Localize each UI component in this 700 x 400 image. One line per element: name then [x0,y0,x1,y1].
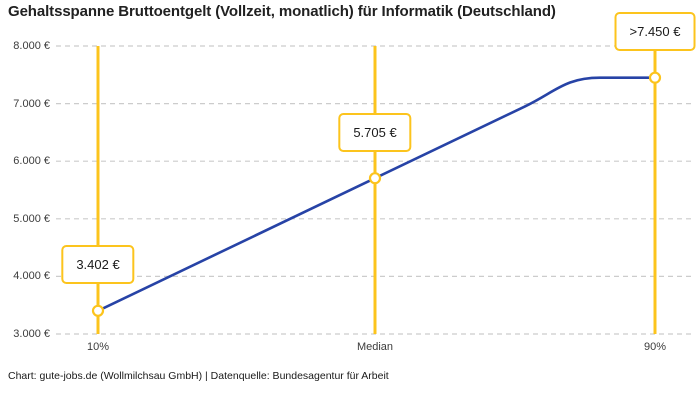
value-label-median: 5.705 € [338,113,412,152]
x-axis-label-90%: 90% [643,341,667,353]
y-axis-label: 3.000 € [13,328,50,340]
value-label-90%: >7.450 € [614,12,696,51]
salary-line [96,76,657,313]
y-axis-label: 4.000 € [13,270,50,283]
y-axis-label: 7.000 € [13,97,50,110]
chart-footer: Chart: gute-jobs.de (Wollmilchsau GmbH) … [8,370,389,382]
value-label-10%: 3.402 € [61,245,135,284]
y-axis-label: 8.000 € [13,40,50,52]
chart-title: Gehaltsspanne Bruttoentgelt (Vollzeit, m… [8,3,556,20]
x-axis-label-median: Median [356,341,394,353]
data-point-Median [368,172,382,185]
y-axis-label: 6.000 € [13,155,50,168]
x-axis-label-10%: 10% [86,341,110,353]
data-point-10% [91,304,105,317]
data-point-90% [648,71,662,84]
y-axis-label: 5.000 € [13,212,50,225]
